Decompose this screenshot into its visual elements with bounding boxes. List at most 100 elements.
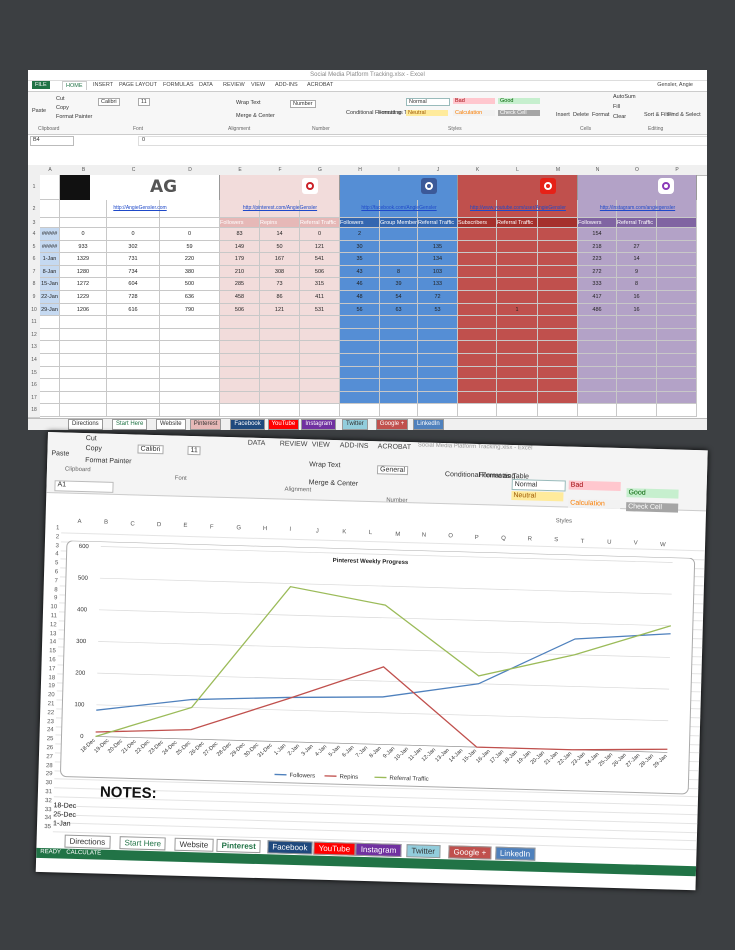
- cell[interactable]: 43: [340, 265, 380, 279]
- ribbon-button[interactable]: Cut: [85, 435, 97, 443]
- cell[interactable]: [617, 228, 657, 241]
- cell[interactable]: [497, 379, 538, 392]
- cell[interactable]: 790: [160, 303, 220, 317]
- sheet-tab[interactable]: Website: [156, 419, 186, 430]
- cell[interactable]: [617, 404, 657, 417]
- cell[interactable]: [160, 379, 220, 392]
- cell[interactable]: [617, 341, 657, 354]
- cell[interactable]: 121: [300, 240, 340, 254]
- cell[interactable]: [160, 354, 220, 367]
- cell[interactable]: 72: [418, 291, 458, 304]
- cell[interactable]: [380, 366, 418, 380]
- cell[interactable]: 39: [380, 278, 418, 291]
- cell[interactable]: 315: [300, 278, 340, 291]
- cell[interactable]: 154: [578, 228, 617, 241]
- cell[interactable]: [40, 200, 60, 218]
- cell[interactable]: [220, 316, 260, 329]
- cell[interactable]: [578, 316, 617, 329]
- cell[interactable]: [107, 328, 160, 342]
- cell[interactable]: [578, 341, 617, 354]
- ribbon-button[interactable]: Good: [626, 488, 679, 499]
- cell[interactable]: [458, 253, 497, 266]
- sheet-tab[interactable]: Directions: [64, 834, 111, 849]
- cell[interactable]: [380, 391, 418, 405]
- cell[interactable]: 734: [107, 265, 160, 279]
- cell[interactable]: [458, 379, 497, 392]
- ribbon-tab[interactable]: REVIEW: [223, 82, 245, 88]
- cell[interactable]: [260, 404, 300, 417]
- cell[interactable]: [60, 218, 107, 228]
- cell[interactable]: [107, 404, 160, 417]
- cell[interactable]: [160, 366, 220, 380]
- cell[interactable]: [40, 316, 60, 329]
- cell[interactable]: [340, 341, 380, 354]
- sheet-tab[interactable]: YouTube: [313, 841, 356, 856]
- cell[interactable]: [300, 366, 340, 380]
- cell[interactable]: [538, 278, 578, 291]
- cell[interactable]: [60, 316, 107, 329]
- ribbon-button[interactable]: Fill: [613, 104, 621, 110]
- ribbon-button[interactable]: Delete: [573, 112, 589, 118]
- cell[interactable]: [538, 379, 578, 392]
- cell[interactable]: [160, 328, 220, 342]
- profile-link[interactable]: http://AngieGensler.com: [113, 205, 167, 211]
- ribbon-tab[interactable]: HOME: [62, 81, 87, 90]
- ribbon-button[interactable]: Wrap Text: [309, 461, 341, 470]
- sheet-tab[interactable]: Directions: [68, 419, 103, 430]
- ribbon-button[interactable]: Paste: [51, 450, 70, 458]
- cell[interactable]: 59: [160, 240, 220, 254]
- cell[interactable]: 2: [340, 228, 380, 241]
- cell[interactable]: [107, 218, 160, 228]
- cell[interactable]: [418, 200, 458, 218]
- cell[interactable]: 50: [260, 240, 300, 254]
- cell[interactable]: 149: [220, 240, 260, 254]
- cell[interactable]: [657, 253, 697, 266]
- cell[interactable]: [458, 265, 497, 279]
- cell[interactable]: [60, 379, 107, 392]
- sheet-tab[interactable]: Pinterest: [216, 838, 262, 854]
- cell[interactable]: [497, 354, 538, 367]
- cell[interactable]: [220, 328, 260, 342]
- ribbon-button[interactable]: Calibri: [137, 444, 164, 455]
- cell[interactable]: [418, 228, 458, 241]
- cell[interactable]: 86: [260, 291, 300, 304]
- ribbon-button[interactable]: Merge & Center: [308, 479, 359, 488]
- cell[interactable]: [497, 240, 538, 254]
- cell[interactable]: [260, 200, 300, 218]
- cell[interactable]: 1-Jan: [40, 253, 60, 266]
- cell[interactable]: [538, 366, 578, 380]
- cell[interactable]: [300, 404, 340, 417]
- cell[interactable]: 103: [418, 265, 458, 279]
- cell[interactable]: 210: [220, 265, 260, 279]
- cell[interactable]: 48: [340, 291, 380, 304]
- ribbon-button[interactable]: Format Painter: [85, 457, 132, 466]
- cell[interactable]: [617, 366, 657, 380]
- cell[interactable]: [497, 404, 538, 417]
- cell[interactable]: 8-Jan: [40, 265, 60, 279]
- cell[interactable]: [538, 291, 578, 304]
- ribbon-button[interactable]: Format Painter: [56, 114, 93, 120]
- cell[interactable]: 1: [497, 303, 538, 317]
- cell[interactable]: [40, 218, 60, 228]
- cell[interactable]: [617, 379, 657, 392]
- cell[interactable]: [60, 328, 107, 342]
- profile-link[interactable]: http://www.youtube.com/user/AngieGensler: [470, 205, 566, 211]
- ribbon-button[interactable]: Neutral: [406, 110, 448, 116]
- ribbon-button[interactable]: Format as Table: [378, 110, 418, 116]
- cell[interactable]: [160, 391, 220, 405]
- cell[interactable]: [657, 303, 697, 317]
- cell[interactable]: 134: [418, 253, 458, 266]
- cell[interactable]: [538, 404, 578, 417]
- cell[interactable]: [300, 316, 340, 329]
- cell[interactable]: [497, 200, 538, 218]
- cell[interactable]: [538, 218, 578, 228]
- cell[interactable]: 1229: [60, 291, 107, 304]
- cell[interactable]: Group Members: [380, 218, 418, 228]
- cell[interactable]: [220, 379, 260, 392]
- cell[interactable]: [300, 379, 340, 392]
- cell[interactable]: Referral Traffic: [617, 218, 657, 228]
- cell[interactable]: [657, 228, 697, 241]
- cell[interactable]: [380, 316, 418, 329]
- cell[interactable]: [340, 354, 380, 367]
- sheet-tab[interactable]: Google +: [448, 845, 492, 860]
